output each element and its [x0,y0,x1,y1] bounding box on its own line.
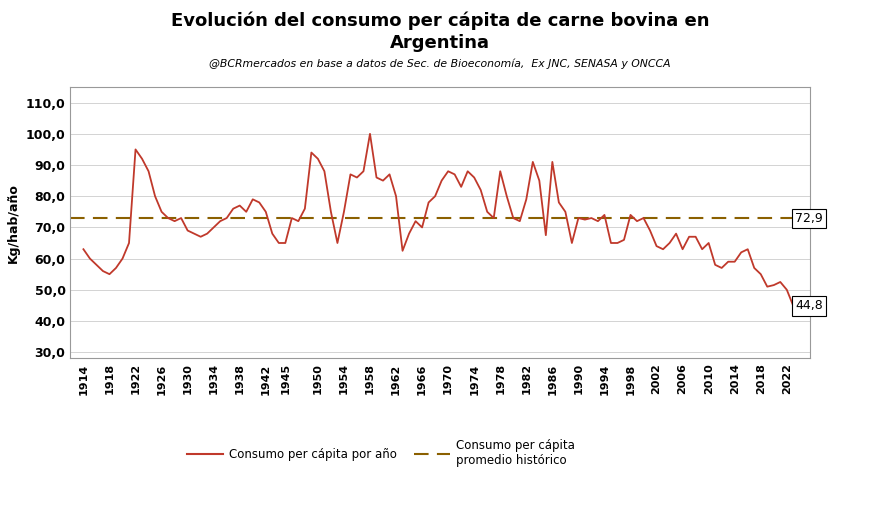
Text: @BCRmercados en base a datos de Sec. de Bioeconomía,  Ex JNC, SENASA y ONCCA: @BCRmercados en base a datos de Sec. de … [209,59,671,70]
Text: 72,9: 72,9 [796,212,823,225]
Text: 44,8: 44,8 [796,300,823,312]
Y-axis label: Kg/hab/año: Kg/hab/año [7,183,20,263]
Legend: Consumo per cápita por año, Consumo per cápita
promedio histórico: Consumo per cápita por año, Consumo per … [182,435,579,472]
Title: Evolución del consumo per cápita de carne bovina en
Argentina: Evolución del consumo per cápita de carn… [171,11,709,52]
